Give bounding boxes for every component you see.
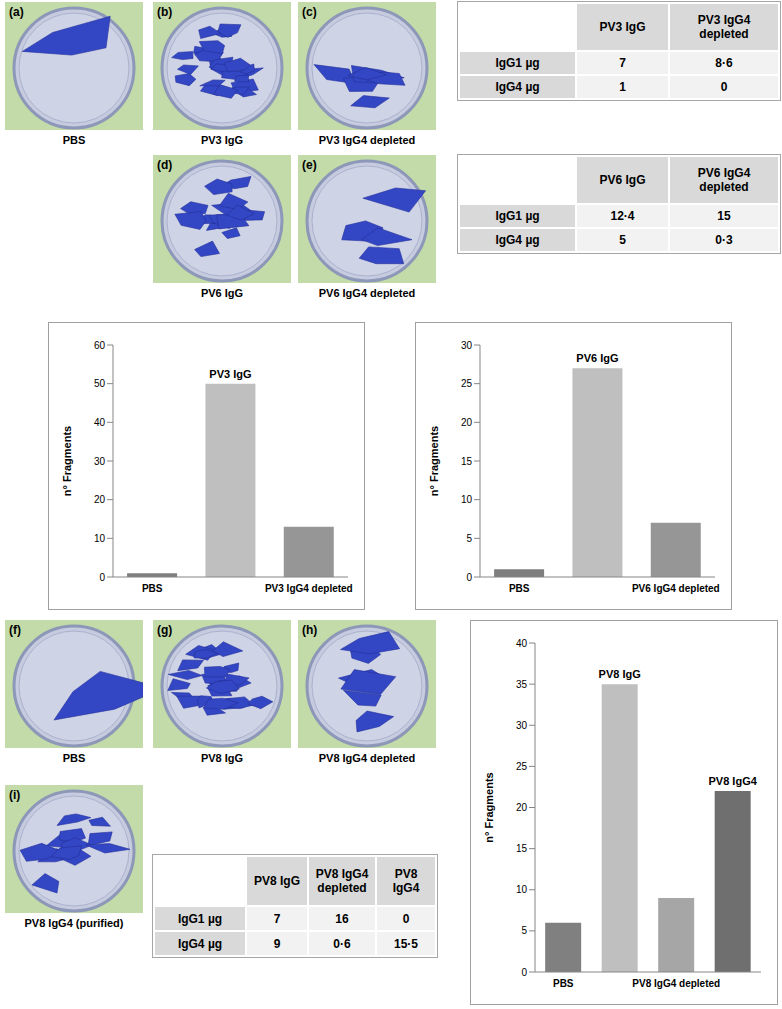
html-text:PV8 IgG: PV8 IgG: [200, 752, 244, 764]
html-text:PV3 IgG: PV3 IgG: [200, 134, 244, 146]
html-text:PV3 IgG: PV3 IgG: [599, 20, 646, 34]
html-text:1: 1: [619, 80, 626, 94]
svg-text:5: 5: [466, 533, 472, 544]
svg-text:10: 10: [516, 884, 528, 895]
svg-text:0: 0: [466, 572, 472, 583]
html-text:12·4: 12·4: [610, 209, 635, 223]
svg-text:15: 15: [461, 456, 473, 467]
svg-text:(f): (f): [9, 623, 21, 637]
html-text:0: 0: [402, 911, 410, 926]
html-text:0·3: 0·3: [715, 233, 733, 247]
html-text:0·6: 0·6: [333, 936, 351, 951]
svg-text:PBS: PBS: [509, 583, 530, 594]
html-text:IgG1 µg: IgG1 µg: [495, 209, 540, 223]
svg-text:PV6 IgG: PV6 IgG: [576, 352, 618, 364]
svg-text:10: 10: [94, 533, 106, 544]
html-text:0: 0: [720, 80, 728, 94]
svg-text:0: 0: [521, 967, 527, 978]
svg-text:PV3 IgG4 depleted: PV3 IgG4 depleted: [265, 583, 353, 594]
svg-text:5: 5: [521, 925, 527, 936]
svg-text:(g): (g): [157, 623, 172, 637]
svg-text:PV6 IgG4 depleted: PV6 IgG4 depleted: [632, 583, 720, 594]
svg-text:PV8 IgG4: PV8 IgG4: [709, 775, 758, 787]
svg-text:25: 25: [461, 378, 473, 389]
svg-text:60: 60: [94, 340, 106, 351]
svg-text:30: 30: [516, 720, 528, 731]
html-text:PV8 IgG4 depleted: PV8 IgG4 depleted: [318, 752, 416, 764]
html-text:16: 16: [335, 911, 349, 926]
html-text:IgG4 µg: IgG4 µg: [495, 233, 540, 247]
svg-text:50: 50: [94, 378, 106, 389]
svg-text:PV8 IgG4 depleted: PV8 IgG4 depleted: [632, 978, 720, 989]
html-text:IgG1 µg: IgG1 µg: [495, 56, 540, 70]
svg-text:35: 35: [516, 679, 528, 690]
html-text:PV8 IgG: PV8 IgG: [254, 874, 300, 888]
svg-text:PBS: PBS: [553, 978, 574, 989]
svg-text:20: 20: [461, 417, 473, 428]
html-text:7: 7: [273, 911, 281, 926]
html-text:PV8 IgG4 (purified): PV8 IgG4 (purified): [24, 917, 124, 929]
svg-text:(e): (e): [302, 158, 317, 172]
svg-text:30: 30: [461, 340, 473, 351]
svg-text:(b): (b): [157, 5, 172, 19]
svg-text:PV3 IgG: PV3 IgG: [209, 368, 251, 380]
html-text:7: 7: [619, 56, 626, 70]
html-text:15·5: 15·5: [394, 936, 418, 951]
svg-text:(a): (a): [9, 5, 24, 19]
svg-text:10: 10: [461, 494, 473, 505]
svg-text:15: 15: [516, 843, 528, 854]
html-text:15: 15: [717, 209, 731, 223]
html-text:9: 9: [273, 936, 281, 951]
svg-text:(i): (i): [9, 788, 20, 802]
svg-text:0: 0: [99, 572, 105, 583]
html-text:PV8 IgG4 depleted: PV8 IgG4 depleted: [315, 867, 369, 895]
svg-text:25: 25: [516, 761, 528, 772]
svg-text:(h): (h): [302, 623, 317, 637]
html-text:5: 5: [619, 233, 626, 247]
svg-text:20: 20: [94, 494, 106, 505]
html-text:IgG4 µg: IgG4 µg: [495, 80, 540, 94]
svg-text:(d): (d): [157, 158, 172, 172]
html-text:PV3 IgG4 depleted: PV3 IgG4 depleted: [318, 134, 416, 146]
svg-text:(c): (c): [302, 5, 317, 19]
svg-text:40: 40: [94, 417, 106, 428]
html-text:IgG1 µg: IgG1 µg: [177, 911, 223, 926]
html-text:PV6 IgG4 depleted: PV6 IgG4 depleted: [697, 166, 751, 194]
svg-text:n° Fragments: n° Fragments: [483, 772, 495, 842]
html-text:PV6 IgG4 depleted: PV6 IgG4 depleted: [318, 287, 416, 299]
html-text:PBS: PBS: [62, 752, 86, 764]
svg-text:n° Fragments: n° Fragments: [61, 426, 73, 496]
svg-text:PBS: PBS: [142, 583, 163, 594]
html-text:PV6 IgG: PV6 IgG: [200, 287, 244, 299]
svg-text:n° Fragments: n° Fragments: [428, 426, 440, 496]
html-text:PV3 IgG4 depleted: PV3 IgG4 depleted: [697, 13, 751, 41]
html-text:PV6 IgG: PV6 IgG: [599, 173, 646, 187]
svg-text:PV8 IgG: PV8 IgG: [599, 668, 641, 680]
svg-text:30: 30: [94, 456, 106, 467]
html-text:PV8 IgG4: PV8 IgG4: [392, 867, 420, 895]
svg-text:40: 40: [516, 638, 528, 649]
html-text:PBS: PBS: [62, 134, 86, 146]
html-text:IgG4 µg: IgG4 µg: [177, 936, 223, 951]
html-text:8·6: 8·6: [715, 56, 733, 70]
svg-text:20: 20: [516, 802, 528, 813]
